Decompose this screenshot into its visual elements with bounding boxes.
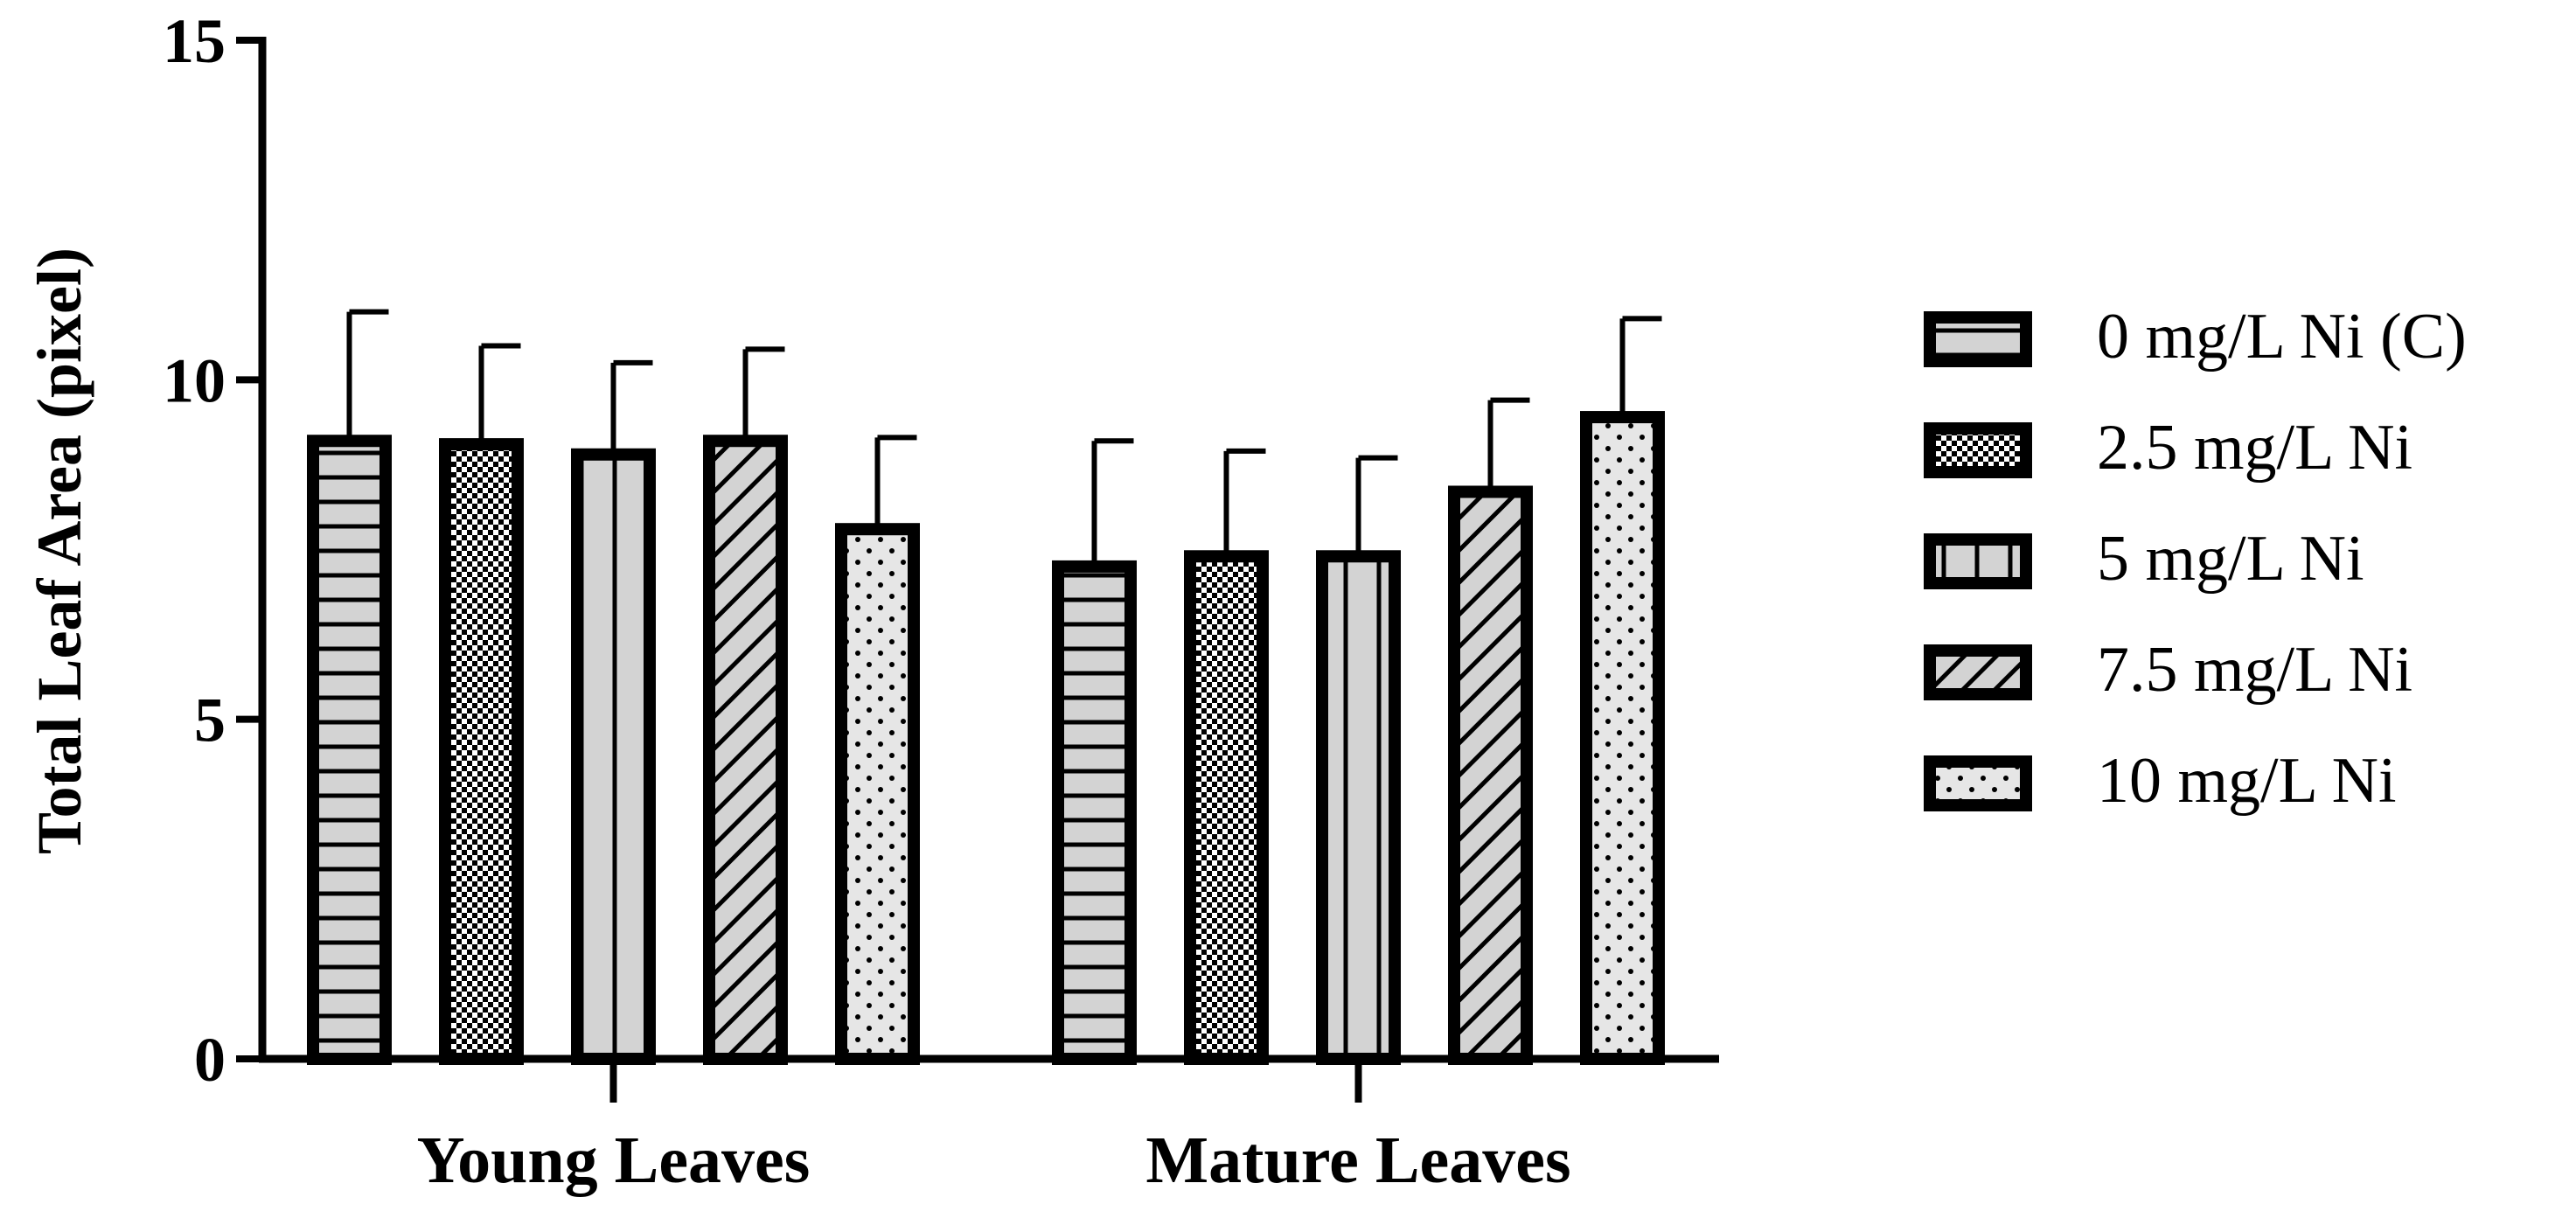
x-category-label: Mature Leaves: [1145, 1124, 1570, 1197]
bar: [1052, 560, 1137, 1065]
legend-swatch: [1924, 422, 2032, 478]
legend-swatch: [1924, 311, 2032, 367]
bar: [307, 435, 392, 1065]
y-tick-label: 15: [163, 6, 226, 76]
bar: [835, 523, 920, 1065]
legend-label: 2.5 mg/L Ni: [2097, 412, 2412, 484]
legend-swatch: [1924, 533, 2032, 589]
axes: [258, 37, 1719, 1063]
y-tick-label: 10: [163, 345, 226, 415]
y-tick-label: 5: [194, 686, 226, 755]
y-axis-title: Total Leaf Area (pixel): [24, 247, 94, 854]
x-category-label: Young Leaves: [417, 1124, 811, 1197]
bar: [1184, 550, 1269, 1065]
legend-label: 0 mg/L Ni (C): [2097, 301, 2467, 372]
legend-label: 10 mg/L Ni: [2097, 745, 2397, 817]
bar: [571, 448, 656, 1065]
y-axis-ticks: 0 5 10 15: [163, 6, 262, 1095]
bar: [439, 438, 524, 1066]
bars-group: [307, 309, 1665, 1066]
legend-swatch: [1924, 644, 2032, 700]
legend-label: 5 mg/L Ni: [2097, 523, 2364, 595]
bar: [1316, 550, 1401, 1065]
bar: [1448, 485, 1533, 1065]
legend-label: 7.5 mg/L Ni: [2097, 634, 2412, 706]
x-axis-labels: Young Leaves Mature Leaves: [417, 1059, 1571, 1197]
bar: [703, 435, 788, 1065]
legend-swatch: [1924, 755, 2032, 811]
legend: 0 mg/L Ni (C) 2.5 mg/L Ni 5 mg/L Ni 7.5 mg/…: [1924, 301, 2467, 817]
y-tick-label: 0: [194, 1025, 226, 1095]
bar: [1580, 411, 1665, 1065]
